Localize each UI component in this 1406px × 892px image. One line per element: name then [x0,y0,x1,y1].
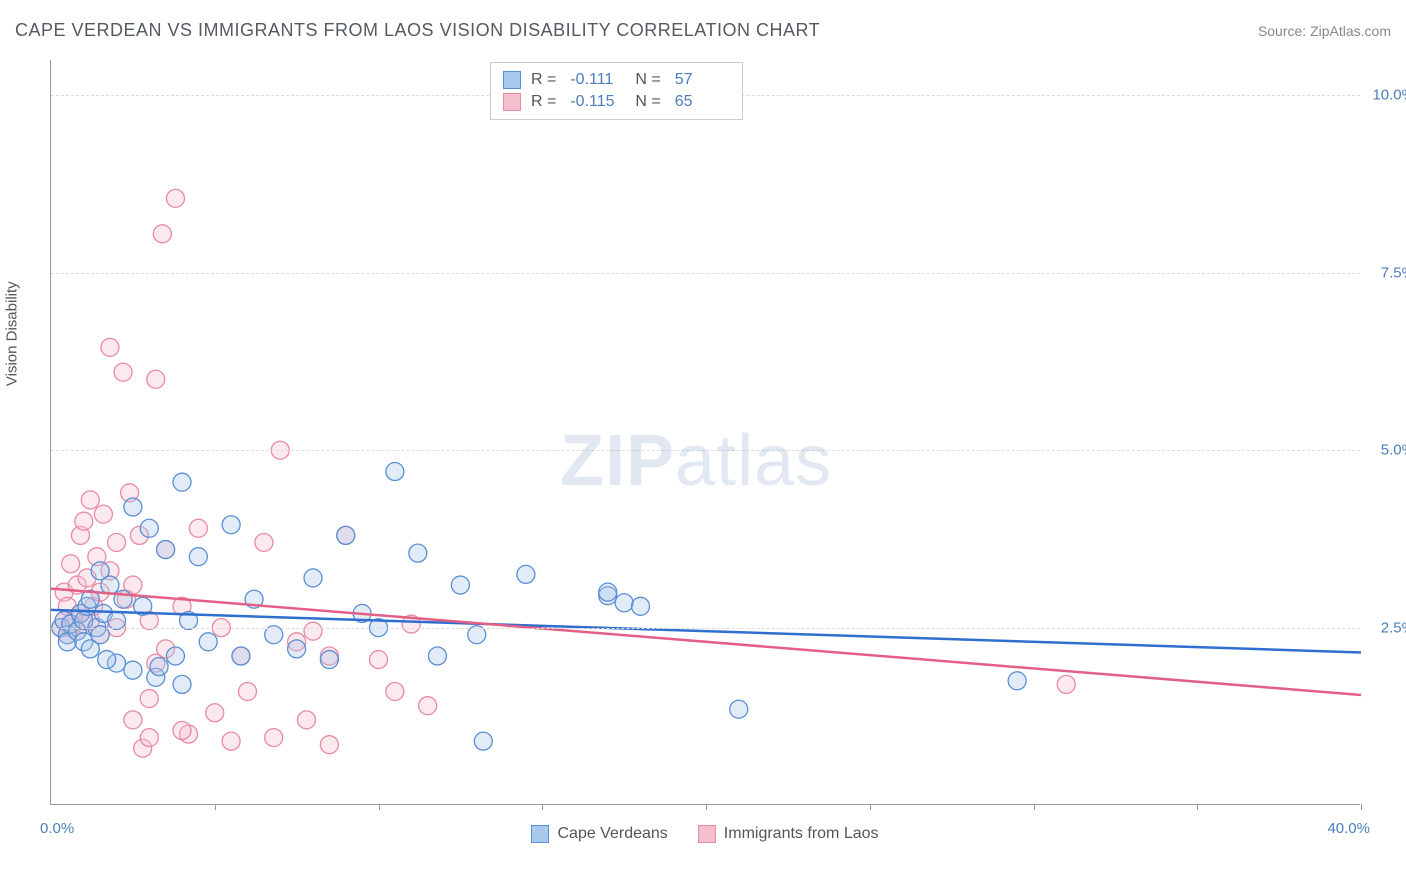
scatter-point [239,682,257,700]
n-value-series-1: 57 [675,71,730,89]
x-tick [215,804,216,810]
legend-item-series-1: Cape Verdeans [531,825,667,843]
scatter-point [337,526,355,544]
swatch-series-2 [503,93,521,111]
scatter-point [124,498,142,516]
scatter-point [173,675,191,693]
stats-row-series-2: R = -0.115 N = 65 [503,91,730,113]
x-tick [870,804,871,810]
grid-line [51,628,1360,629]
scatter-point [173,473,191,491]
n-label: N = [635,93,660,111]
scatter-point [98,651,116,669]
scatter-point [147,370,165,388]
scatter-point [386,463,404,481]
source-attribution: Source: ZipAtlas.com [1258,23,1391,39]
scatter-point [81,491,99,509]
scatter-point [304,622,322,640]
scatter-point [428,647,446,665]
scatter-point [320,651,338,669]
r-value-series-2: -0.115 [570,93,625,111]
scatter-point [75,512,93,530]
scatter-point [114,363,132,381]
legend-swatch-series-2 [698,825,716,843]
x-tick [379,804,380,810]
scatter-point [320,736,338,754]
scatter-point [173,722,191,740]
legend-label-series-2: Immigrants from Laos [724,825,879,843]
scatter-point [265,729,283,747]
regression-line [51,610,1361,653]
x-tick [542,804,543,810]
bottom-legend: Cape Verdeans Immigrants from Laos [50,825,1360,843]
scatter-point [451,576,469,594]
scatter-point [189,519,207,537]
scatter-point [94,505,112,523]
chart-title: CAPE VERDEAN VS IMMIGRANTS FROM LAOS VIS… [15,20,820,41]
scatter-point [124,661,142,679]
scatter-point [153,225,171,243]
scatter-point [150,658,168,676]
scatter-point [199,633,217,651]
scatter-point [632,597,650,615]
scatter-point [409,544,427,562]
legend-label-series-1: Cape Verdeans [557,825,667,843]
scatter-point [189,548,207,566]
r-label: R = [531,71,556,89]
scatter-point [222,516,240,534]
y-tick-label: 5.0% [1381,442,1406,459]
x-tick [1197,804,1198,810]
n-label: N = [635,71,660,89]
scatter-point [1057,675,1075,693]
scatter-point [255,533,273,551]
correlation-stats-box: R = -0.111 N = 57 R = -0.115 N = 65 [490,62,743,120]
scatter-point [517,565,535,583]
scatter-point [386,682,404,700]
scatter-point [1008,672,1026,690]
scatter-point [140,729,158,747]
scatter-point [599,583,617,601]
scatter-point [304,569,322,587]
scatter-point [615,594,633,612]
scatter-plot-svg [51,60,1360,804]
x-tick [706,804,707,810]
scatter-point [140,519,158,537]
scatter-point [474,732,492,750]
scatter-point [419,697,437,715]
scatter-point [157,541,175,559]
legend-swatch-series-1 [531,825,549,843]
scatter-point [288,640,306,658]
scatter-point [101,576,119,594]
stats-row-series-1: R = -0.111 N = 57 [503,69,730,91]
scatter-point [222,732,240,750]
scatter-point [140,690,158,708]
scatter-point [62,555,80,573]
regression-line [51,589,1361,695]
y-tick-label: 2.5% [1381,619,1406,636]
y-tick-label: 7.5% [1381,264,1406,281]
scatter-point [108,533,126,551]
scatter-point [297,711,315,729]
legend-item-series-2: Immigrants from Laos [698,825,879,843]
grid-line [51,273,1360,274]
swatch-series-1 [503,71,521,89]
scatter-point [730,700,748,718]
scatter-point [166,647,184,665]
x-tick [1034,804,1035,810]
scatter-point [370,651,388,669]
r-value-series-1: -0.111 [570,71,625,89]
y-tick-label: 10.0% [1372,87,1406,104]
y-axis-title: Vision Disability [4,281,21,386]
scatter-point [232,647,250,665]
chart-plot-area: 2.5%5.0%7.5%10.0% [50,60,1360,805]
n-value-series-2: 65 [675,93,730,111]
scatter-point [101,338,119,356]
scatter-point [206,704,224,722]
r-label: R = [531,93,556,111]
x-tick [1361,804,1362,810]
scatter-point [166,189,184,207]
chart-header: CAPE VERDEAN VS IMMIGRANTS FROM LAOS VIS… [15,20,1391,41]
scatter-point [124,711,142,729]
grid-line [51,450,1360,451]
